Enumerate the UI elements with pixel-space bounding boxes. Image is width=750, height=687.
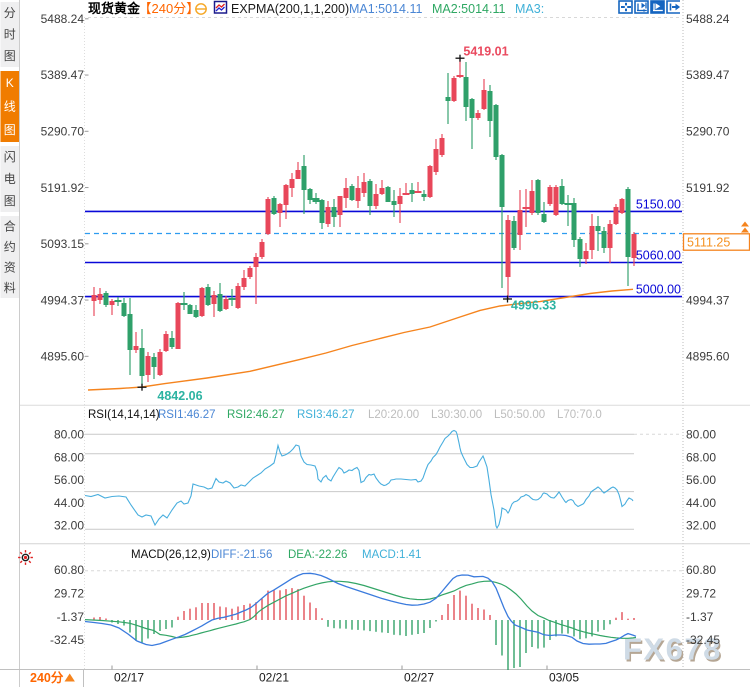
svg-text:现货黄金: 现货黄金 [88, 1, 141, 16]
svg-text:5111.25: 5111.25 [687, 236, 730, 250]
svg-text:MA1:5014.11: MA1:5014.11 [349, 2, 422, 16]
svg-text:FX678: FX678 [625, 634, 724, 669]
svg-text:图: 图 [4, 194, 16, 208]
svg-text:闪: 闪 [4, 150, 16, 164]
svg-text:5389.47: 5389.47 [686, 68, 730, 82]
svg-text:RSI1:46.27: RSI1:46.27 [158, 409, 216, 421]
svg-text:MA2:5014.11: MA2:5014.11 [432, 2, 505, 16]
svg-text:MACD(26,12,9): MACD(26,12,9) [131, 549, 211, 561]
svg-text:DIFF:-21.56: DIFF:-21.56 [211, 549, 272, 561]
svg-text:29.72: 29.72 [54, 587, 84, 601]
svg-text:5290.70: 5290.70 [686, 124, 730, 138]
svg-text:5191.92: 5191.92 [686, 181, 730, 195]
svg-text:资: 资 [4, 260, 16, 274]
svg-text:-32.45: -32.45 [50, 633, 84, 647]
svg-text:4996.33: 4996.33 [511, 299, 556, 313]
svg-text:4895.60: 4895.60 [686, 350, 730, 364]
svg-text:RSI3:46.27: RSI3:46.27 [297, 409, 355, 421]
svg-text:80.00: 80.00 [54, 428, 84, 442]
svg-text:-1.37: -1.37 [686, 610, 714, 624]
svg-text:4994.37: 4994.37 [41, 293, 85, 307]
svg-text:56.00: 56.00 [54, 473, 84, 487]
svg-text:32.00: 32.00 [54, 519, 84, 533]
svg-text:5150.00: 5150.00 [636, 197, 681, 211]
svg-text:L70:70.0: L70:70.0 [557, 409, 602, 421]
svg-text:MACD:1.41: MACD:1.41 [362, 549, 421, 561]
svg-text:32.00: 32.00 [686, 519, 716, 533]
svg-text:【240分】: 【240分】 [139, 1, 200, 16]
svg-text:电: 电 [4, 172, 16, 186]
svg-text:L30:30.00: L30:30.00 [431, 409, 482, 421]
svg-text:5093.15: 5093.15 [41, 237, 85, 251]
svg-text:60.80: 60.80 [54, 563, 84, 577]
svg-text:44.00: 44.00 [54, 496, 84, 510]
svg-text:03/05: 03/05 [549, 671, 579, 685]
svg-text:FX678: FX678 [623, 632, 722, 667]
svg-text:44.00: 44.00 [686, 496, 716, 510]
svg-text:5191.92: 5191.92 [41, 181, 85, 195]
svg-text:MA3:: MA3: [515, 2, 544, 16]
svg-text:-1.37: -1.37 [57, 610, 85, 624]
svg-text:L20:20.00: L20:20.00 [368, 409, 419, 421]
svg-text:RSI(14,14,14): RSI(14,14,14) [88, 409, 160, 421]
svg-text:02/27: 02/27 [404, 671, 434, 685]
svg-text:RSI2:46.27: RSI2:46.27 [227, 409, 285, 421]
svg-text:料: 料 [4, 281, 16, 295]
svg-text:29.72: 29.72 [686, 587, 716, 601]
svg-text:K: K [6, 76, 14, 90]
svg-text:5290.70: 5290.70 [41, 124, 85, 138]
svg-text:02/21: 02/21 [259, 671, 289, 685]
svg-text:图: 图 [4, 123, 16, 137]
svg-text:5060.00: 5060.00 [636, 249, 681, 263]
svg-text:DEA:-22.26: DEA:-22.26 [288, 549, 347, 561]
svg-text:合: 合 [4, 218, 16, 233]
svg-text:02/17: 02/17 [114, 671, 144, 685]
svg-text:5488.24: 5488.24 [686, 12, 730, 26]
svg-text:图: 图 [4, 49, 16, 63]
svg-text:5389.47: 5389.47 [41, 68, 85, 82]
svg-text:4895.60: 4895.60 [41, 350, 85, 364]
svg-text:L50:50.00: L50:50.00 [494, 409, 545, 421]
svg-text:线: 线 [4, 100, 16, 114]
svg-text:56.00: 56.00 [686, 473, 716, 487]
svg-text:EXPMA(200,1,1,200): EXPMA(200,1,1,200) [231, 2, 349, 16]
svg-text:68.00: 68.00 [54, 450, 84, 464]
svg-text:240分: 240分 [30, 670, 64, 685]
svg-text:60.80: 60.80 [686, 563, 716, 577]
svg-text:5419.01: 5419.01 [463, 45, 508, 59]
svg-text:时: 时 [4, 28, 16, 42]
svg-text:约: 约 [4, 239, 16, 254]
svg-text:-32.45: -32.45 [686, 633, 720, 647]
svg-text:4842.06: 4842.06 [157, 389, 202, 403]
svg-text:分: 分 [4, 6, 16, 20]
svg-text:5488.24: 5488.24 [41, 12, 85, 26]
svg-text:4994.37: 4994.37 [686, 293, 730, 307]
svg-text:68.00: 68.00 [686, 450, 716, 464]
svg-text:5000.00: 5000.00 [636, 283, 681, 297]
svg-text:80.00: 80.00 [686, 428, 716, 442]
